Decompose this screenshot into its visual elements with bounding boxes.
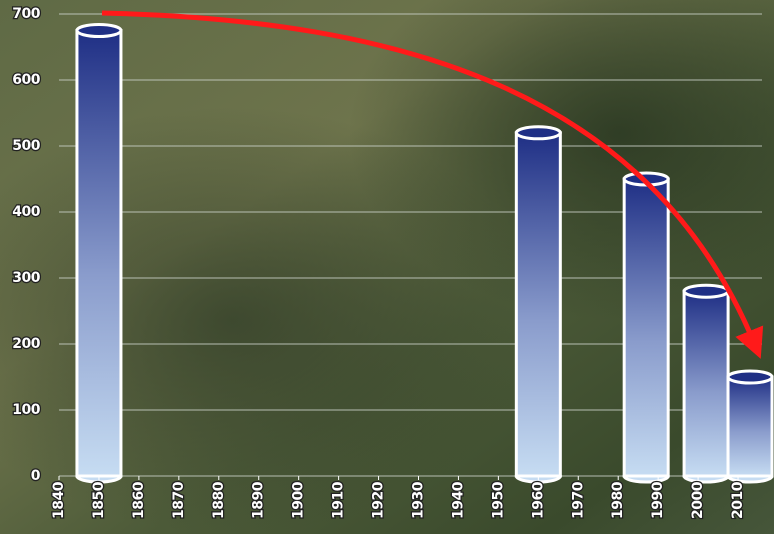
bar	[624, 179, 668, 476]
bar-top	[728, 371, 772, 383]
bar	[728, 377, 772, 476]
y-tick-label: 700	[12, 6, 40, 22]
x-tick-label: 1940	[450, 481, 466, 519]
x-tick-label: 1850	[91, 481, 107, 519]
bar	[684, 291, 728, 476]
x-tick-label: 1840	[51, 481, 67, 519]
bar-top	[77, 25, 121, 37]
x-tick-label: 1860	[131, 481, 147, 519]
x-tick-label: 1880	[211, 481, 227, 519]
x-tick-label: 1990	[650, 481, 666, 519]
chart: 0 100 200 300 400 500 600 700 1840 1850 1860 1870 18…	[0, 0, 774, 534]
y-tick-label: 100	[12, 402, 40, 418]
x-tick-label: 1870	[171, 481, 187, 519]
y-tick-label: 300	[12, 270, 40, 286]
y-tick-label: 500	[12, 138, 40, 154]
bar	[516, 133, 560, 476]
x-tick-label: 1920	[371, 481, 387, 519]
x-tick-label: 2000	[690, 481, 706, 519]
x-tick-label: 1950	[490, 481, 506, 519]
bar-top	[516, 127, 560, 139]
x-tick-label: 1930	[410, 481, 426, 519]
bar-top	[684, 285, 728, 297]
y-tick-label: 200	[12, 336, 40, 352]
x-tick-label: 1890	[251, 481, 267, 519]
y-tick-label: 0	[31, 468, 41, 484]
x-tick-label: 1960	[530, 481, 546, 519]
x-tick-label: 1980	[610, 481, 626, 519]
y-tick-label: 600	[12, 72, 40, 88]
y-tick-label: 400	[12, 204, 40, 220]
x-tick-label: 2010	[730, 481, 746, 519]
bar	[77, 31, 121, 477]
x-tick-label: 1910	[331, 481, 347, 519]
x-tick-label: 1900	[291, 481, 307, 519]
x-tick-label: 1970	[570, 481, 586, 519]
